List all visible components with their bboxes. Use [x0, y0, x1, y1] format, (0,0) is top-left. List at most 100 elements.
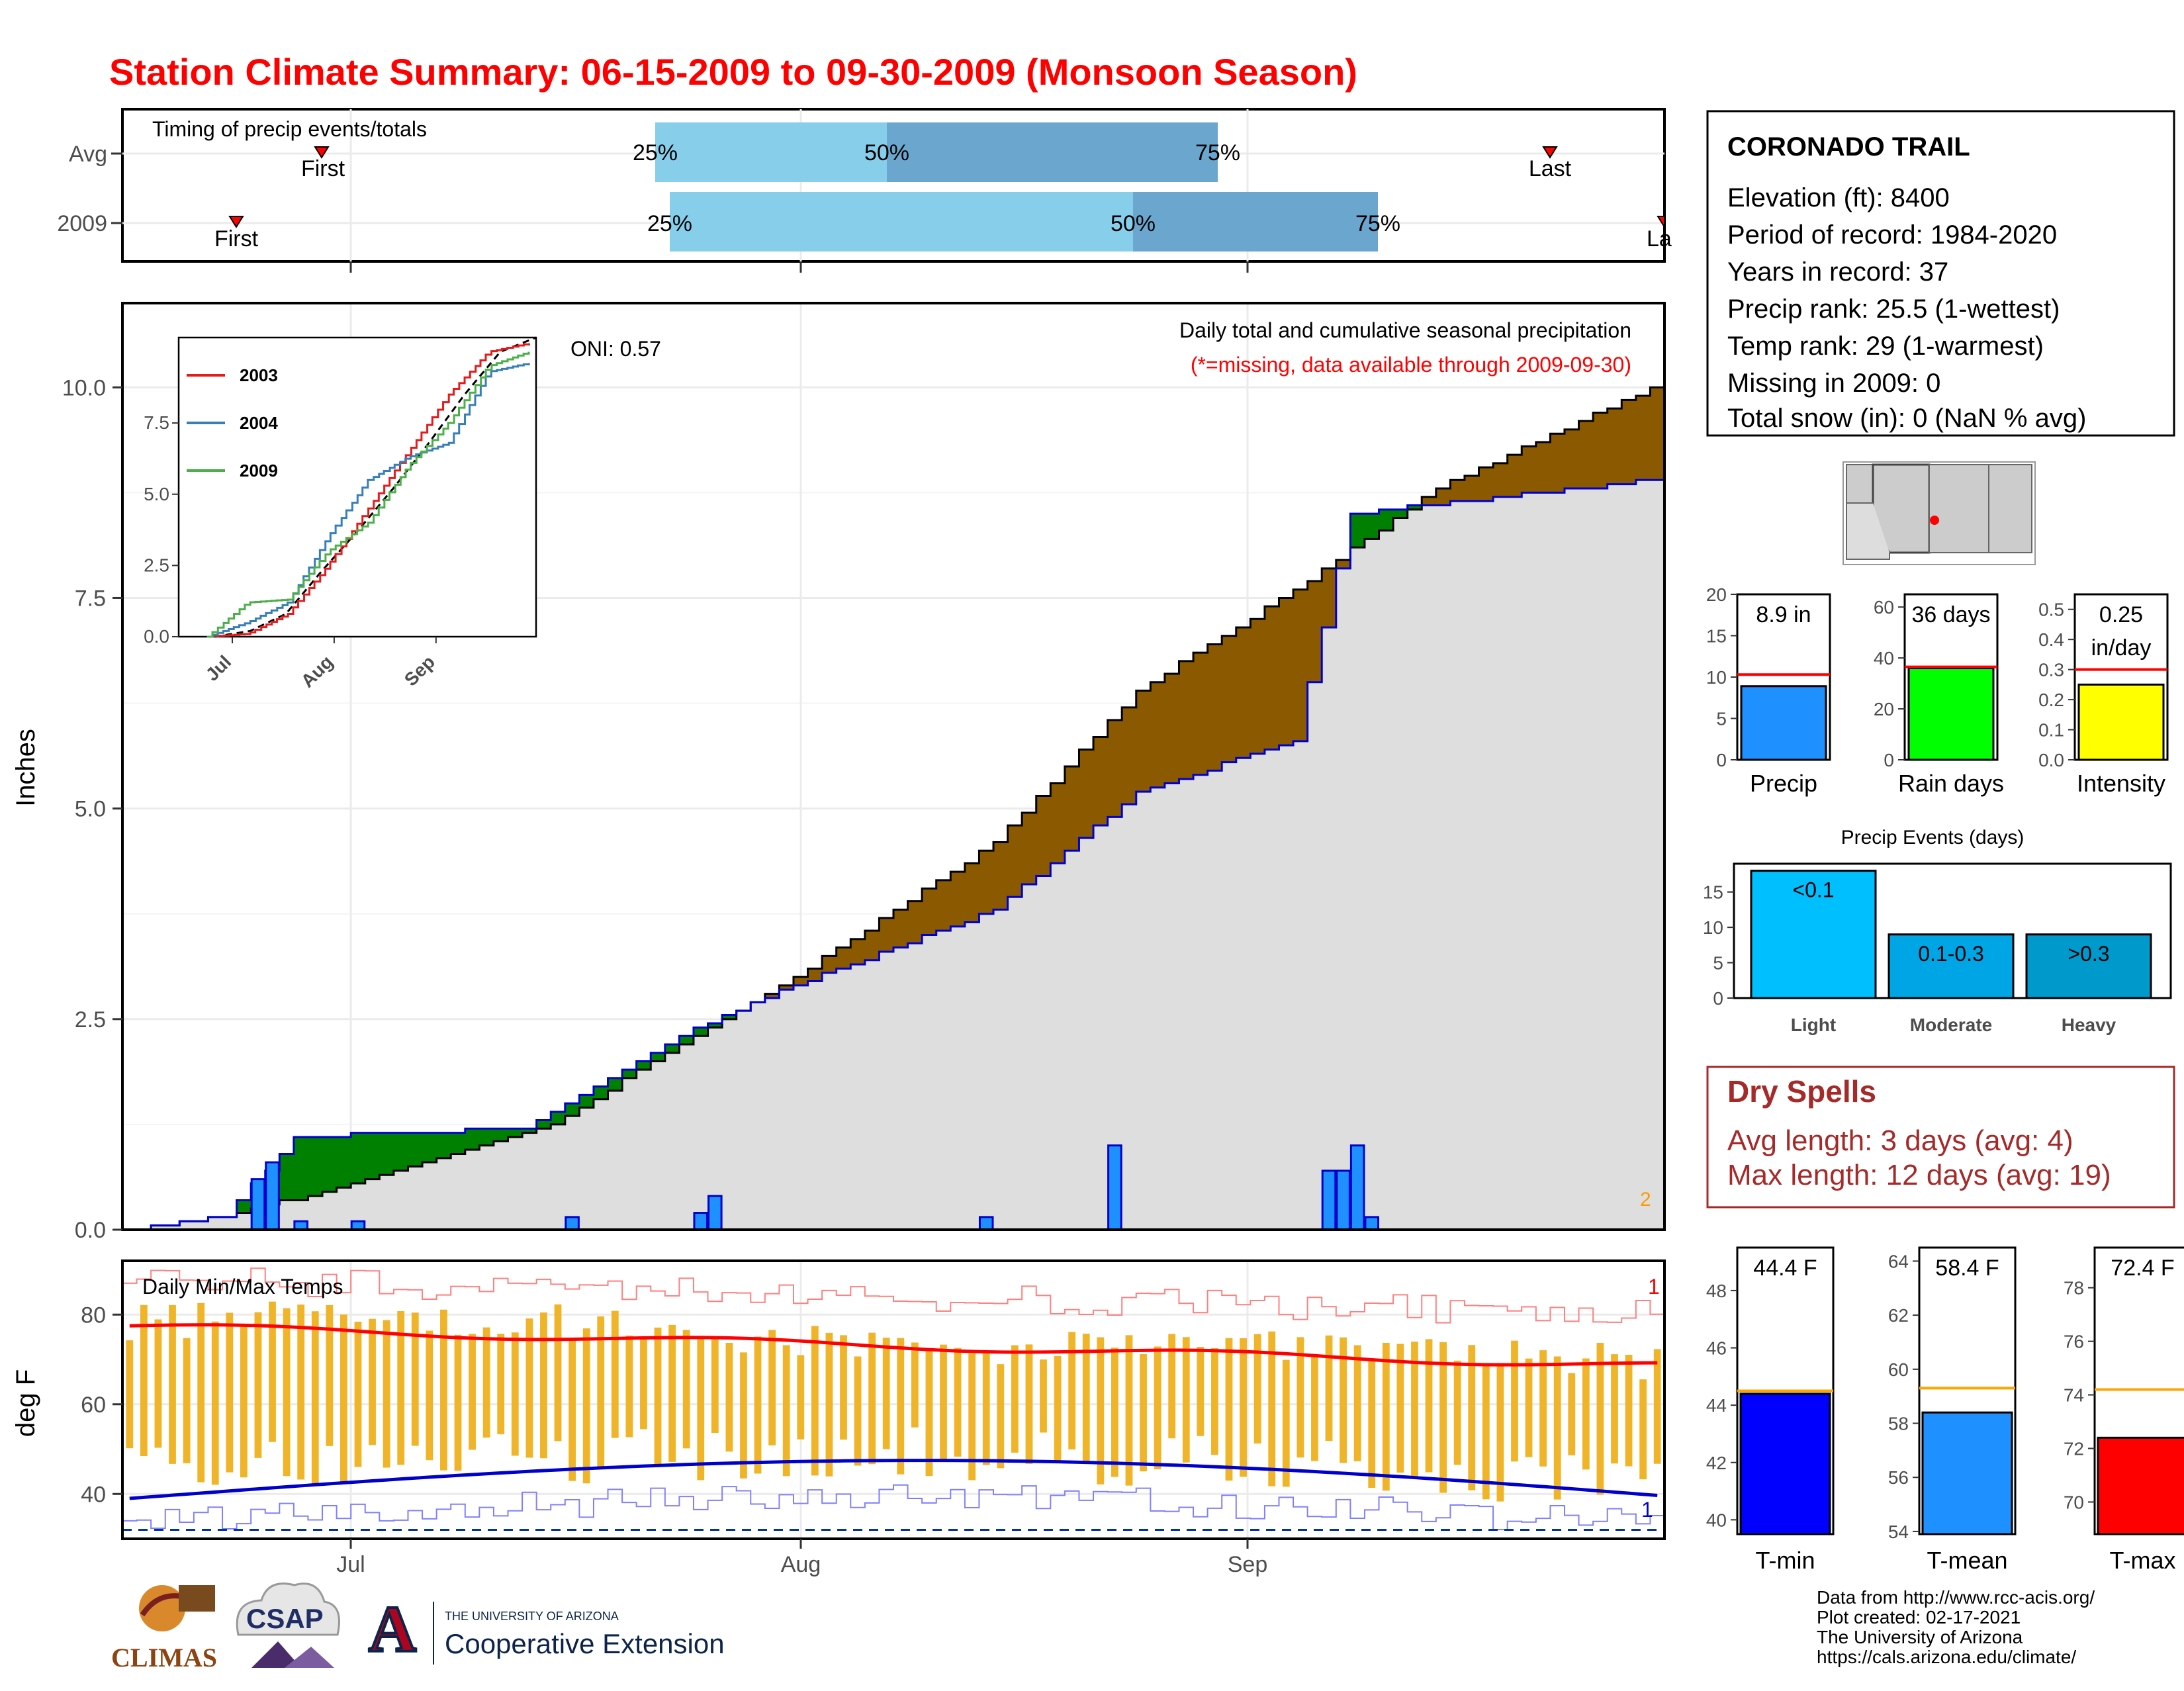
deficit-area-segment	[1650, 387, 1665, 480]
station-period: Period of record: 1984-2020	[1727, 220, 2057, 250]
mini-bar-value-bar	[2077, 683, 2165, 761]
surplus-area-segment	[365, 1132, 380, 1179]
precip-panel: 0.0 2.5 5.0 7.5 10.0 Inches ONI: 0.57 Daily …	[11, 302, 1666, 1243]
mini-bar-y-tick-label: 15	[1706, 626, 1727, 647]
climas-logo-text: CLIMAS	[111, 1643, 217, 1672]
deficit-area-segment	[1550, 434, 1565, 493]
surplus-area-segment	[393, 1132, 409, 1171]
deficit-area-segment	[1164, 674, 1180, 784]
station-temp-rank: Temp rank: 29 (1-warmest)	[1727, 332, 2044, 361]
precip-events-y-tick-label: 15	[1703, 882, 1723, 903]
location-map	[1843, 461, 2036, 565]
mini-bar-y-tick-label: 0.5	[2038, 600, 2064, 620]
temp-bar-y-tick-label: 44	[1706, 1395, 1727, 1416]
surplus-area-segment	[636, 1061, 651, 1070]
daily-precip-bar	[1364, 1216, 1380, 1231]
precip-events-bar	[1750, 870, 1877, 999]
surplus-area-segment	[451, 1132, 466, 1154]
precip-events-bar-label: <0.1	[1792, 878, 1834, 902]
timing-avg-last-label: Last	[1529, 156, 1572, 181]
station-snow: Total snow (in): 0 (NaN % avg)	[1727, 404, 2086, 433]
surplus-area-segment	[1407, 505, 1422, 510]
record-high-line	[122, 1267, 1664, 1324]
mini-bar-chart-precip: 0 5 10 15 20 8.9 in Precip	[1706, 584, 1831, 797]
footer-line-data-source: Data from http://www.rcc-acis.org/	[1817, 1587, 2095, 1608]
mini-bar-value-bar	[1907, 667, 1995, 761]
inset-y-tick-label: 0.0	[144, 626, 169, 647]
daily-precip-bar	[565, 1216, 580, 1231]
station-info-frame	[1706, 110, 2175, 437]
temp-bar-value-bar	[2097, 1436, 2184, 1535]
mini-bar-y-tick-label: 60	[1874, 597, 1894, 617]
mini-bar-y-tick-label: 5	[1716, 709, 1727, 729]
surplus-area-segment	[308, 1137, 323, 1197]
deficit-area-segment	[1150, 682, 1165, 788]
precip-events-category-label: Moderate	[1910, 1015, 1992, 1035]
deficit-area-segment	[1250, 619, 1265, 754]
deficit-area-segment	[1507, 455, 1522, 497]
surplus-area-segment	[693, 1027, 709, 1036]
surplus-area-segment	[664, 1044, 680, 1053]
temperature-y-tick-label: 40	[81, 1482, 106, 1507]
deficit-area-segment	[779, 985, 794, 990]
temperature-y-tick-label: 60	[81, 1393, 106, 1418]
deficit-area-segment	[1236, 627, 1251, 758]
precip-missing-note: (*=missing, data available through 2009-…	[1191, 353, 1631, 377]
temp-bar-chart-t-min: 40 42 44 46 48 44.4 F T-min	[1706, 1246, 1835, 1574]
temp-bar-value-label: 72.4 F	[2111, 1256, 2174, 1281]
temp-bar-y-tick-label: 60	[1888, 1359, 1909, 1380]
deficit-area-segment	[879, 918, 894, 952]
inset-series-line	[206, 363, 530, 638]
current-cumulative-line	[122, 479, 1664, 1231]
mini-bar-value-label: 0.25	[2099, 602, 2143, 627]
timing-panel: Timing of precip events/totals Avg 2009 …	[57, 108, 1672, 273]
mini-bar-chart-rain-days: 0 20 40 60 36 days Rain days	[1874, 593, 2004, 797]
surplus-area-segment	[1393, 509, 1408, 518]
precip-events-y-tick-label: 10	[1703, 917, 1723, 938]
inset-series-line	[206, 351, 530, 638]
mini-bar-y-tick-label: 10	[1706, 667, 1727, 688]
daily-precip-bar	[1321, 1169, 1337, 1231]
deficit-area-segment	[893, 909, 909, 948]
surplus-area-segment	[422, 1132, 437, 1163]
dry-spells-title: Dry Spells	[1727, 1074, 1876, 1109]
university-a-mark: A	[369, 1592, 416, 1666]
timing-avg-first-marker	[314, 146, 330, 159]
deficit-area-segment	[1479, 467, 1494, 502]
surplus-area-segment	[536, 1120, 551, 1129]
temp-bar-value-bar	[1739, 1393, 1831, 1535]
surplus-area-segment	[493, 1128, 509, 1142]
precip-events-title: Precip Events (days)	[1841, 827, 2025, 848]
timing-avg-q25: 25%	[633, 140, 678, 165]
deficit-area-segment	[1207, 644, 1222, 771]
deficit-area-segment	[1264, 606, 1280, 750]
deficit-area-segment	[1307, 581, 1322, 682]
timing-avg-last-marker	[1542, 146, 1558, 159]
deficit-area-segment	[1136, 690, 1151, 792]
deficit-area-segment	[964, 863, 980, 923]
daily-precip-bar	[978, 1216, 994, 1231]
deficit-area-segment	[1107, 720, 1122, 817]
temp-bar-value-label: 58.4 F	[1935, 1256, 1999, 1281]
footer-line-university: The University of Arizona	[1817, 1627, 2023, 1647]
surplus-area-segment	[651, 1052, 666, 1062]
deficit-area-segment	[1036, 796, 1051, 876]
deficit-area-segment	[979, 850, 994, 914]
average-high-line	[129, 1323, 1658, 1367]
temp-bar-y-tick-label: 42	[1706, 1453, 1727, 1473]
timing-2009-first-label: First	[214, 226, 259, 251]
inset-legend-label: 2009	[240, 461, 278, 480]
timing-avg-bar-50-75	[887, 122, 1218, 182]
precip-events-y-tick-label: 0	[1713, 988, 1723, 1009]
deficit-area-segment	[1222, 635, 1237, 762]
deficit-area-segment	[1079, 749, 1094, 839]
deficit-area-segment	[1022, 813, 1037, 885]
precip-events-bar-label: >0.3	[2068, 942, 2109, 966]
temp-bar-value-bar	[1921, 1411, 2013, 1535]
precip-events-bar	[1888, 933, 2015, 999]
surplus-area-segment	[408, 1132, 423, 1167]
deficit-area-segment	[1193, 653, 1208, 775]
footer-line-url: https://cals.arizona.edu/climate/	[1817, 1647, 2076, 1667]
precip-y-tick-label: 0.0	[75, 1218, 106, 1243]
